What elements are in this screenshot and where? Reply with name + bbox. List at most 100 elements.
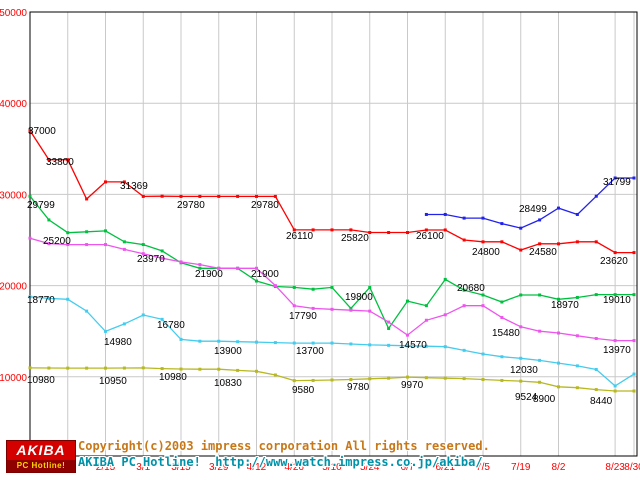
series-blue-point — [481, 216, 485, 220]
series-green-point — [481, 293, 485, 297]
akiba-logo: AKIBA PC Hotline! — [6, 440, 76, 473]
series-green-point — [104, 229, 107, 233]
series-green-point — [311, 287, 315, 291]
series-cyan-point — [255, 340, 258, 344]
data-label: 31369 — [120, 181, 148, 192]
series-red-point — [47, 158, 51, 162]
series-blue-point — [575, 212, 579, 216]
series-magenta-point — [66, 243, 70, 247]
x-axis-label: 3/1 — [136, 462, 150, 473]
series-olive-point — [179, 367, 183, 371]
series-green-point — [406, 299, 409, 303]
data-label: 9580 — [292, 385, 315, 396]
data-label: 9970 — [401, 380, 424, 391]
series-magenta-point — [575, 334, 579, 338]
series-magenta-point — [47, 242, 51, 246]
series-olive-point — [538, 380, 542, 384]
series-green-point — [255, 279, 258, 283]
series-red-point — [368, 231, 372, 235]
series-red-point — [424, 228, 428, 232]
data-label: 13970 — [603, 345, 631, 356]
series-olive-point — [443, 376, 447, 380]
series-blue-point — [613, 176, 617, 180]
series-cyan-point — [85, 309, 89, 313]
series-red-point — [500, 240, 504, 244]
series-cyan-point — [443, 345, 447, 349]
data-label: 10980 — [27, 375, 55, 386]
series-magenta-point — [330, 307, 334, 311]
series-red-point — [273, 194, 277, 198]
series-olive-point — [349, 378, 353, 382]
series-green-point — [122, 240, 126, 244]
series-red-point — [613, 251, 617, 255]
series-green-point — [292, 285, 296, 289]
series-red-point — [122, 180, 126, 184]
series-olive-point — [311, 378, 315, 382]
series-olive-point — [273, 373, 277, 377]
data-label: 23970 — [137, 254, 165, 265]
series-green-point — [632, 293, 636, 297]
series-olive-point — [141, 366, 145, 370]
series-red-point — [179, 194, 183, 198]
series-blue-point — [557, 206, 560, 210]
series-red-point — [443, 228, 447, 232]
series-red-point — [66, 158, 70, 162]
series-red-point — [330, 228, 334, 232]
series-cyan-point — [66, 297, 70, 301]
y-axis-label: 40000 — [0, 99, 27, 110]
series-red-point — [28, 129, 32, 133]
series-cyan-point — [481, 352, 485, 356]
data-label: 13700 — [296, 346, 324, 357]
data-label: 19010 — [603, 295, 631, 306]
x-axis-label: 7/19 — [511, 462, 531, 473]
series-magenta-point — [255, 266, 258, 270]
y-axis-label: 10000 — [0, 373, 27, 384]
series-cyan-point — [28, 295, 32, 299]
series-green-point — [368, 285, 372, 289]
x-axis-label: 4/26 — [285, 462, 305, 473]
series-cyan-point — [538, 358, 542, 362]
series-red-point — [349, 228, 353, 232]
series-magenta-point — [557, 331, 560, 335]
series-magenta-point — [104, 243, 107, 247]
series-red-point — [387, 231, 391, 235]
series-magenta-point — [613, 339, 617, 343]
series-green-point — [330, 285, 334, 289]
data-label: 9780 — [347, 382, 370, 393]
data-label: 8440 — [590, 396, 613, 407]
series-magenta-point — [292, 304, 296, 308]
series-red-point — [481, 240, 485, 244]
series-red-point — [160, 194, 164, 198]
series-cyan-point — [273, 341, 277, 345]
series-green-point — [66, 231, 70, 235]
series-cyan-point — [462, 348, 466, 352]
series-cyan-point — [368, 343, 372, 347]
data-label: 8900 — [533, 394, 556, 405]
series-cyan-point — [500, 355, 504, 359]
series-magenta-point — [406, 333, 409, 337]
series-green-point — [538, 293, 542, 297]
series-magenta-point — [368, 309, 372, 313]
series-green-point — [575, 295, 579, 299]
series-magenta-point — [424, 318, 428, 322]
series-magenta-point — [349, 308, 353, 312]
series-magenta-point — [273, 284, 277, 288]
series-blue-point — [519, 226, 523, 230]
copyright-text: Copyright(c)2003 impress corporation All… — [78, 439, 490, 453]
series-olive-point — [557, 385, 560, 389]
data-label: 10980 — [159, 372, 187, 383]
x-axis-label: 4/12 — [247, 462, 267, 473]
series-blue-point — [424, 212, 428, 216]
series-cyan-point — [122, 322, 126, 326]
series-magenta-point — [122, 247, 126, 251]
series-blue-point — [443, 212, 447, 216]
series-olive-point — [255, 369, 258, 373]
series-olive-point — [613, 389, 617, 393]
data-label: 16780 — [157, 320, 185, 331]
data-label: 14570 — [399, 340, 427, 351]
series-red-point — [104, 180, 107, 184]
series-magenta-point — [387, 320, 391, 324]
data-label: 21900 — [195, 269, 223, 280]
series-green-point — [443, 277, 447, 281]
series-blue-point — [594, 194, 598, 198]
